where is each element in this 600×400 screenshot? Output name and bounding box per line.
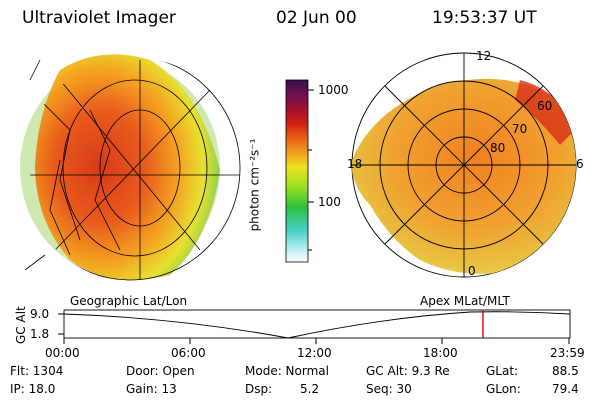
glat-label: GLat:	[486, 364, 519, 378]
date-label: 02 Jun 00	[276, 8, 357, 28]
colorbar	[285, 79, 314, 263]
gain-status: Gain: 13	[126, 382, 177, 396]
timeline-x-tick-2359: 23:59	[550, 346, 585, 360]
mlt-label-12: 12	[476, 49, 492, 63]
mlt-label-0: 0	[468, 264, 476, 278]
ip-status: IP: 18.0	[10, 382, 56, 396]
timeline-y-tick-9: 9.0	[30, 307, 50, 321]
mode-status: Mode: Normal	[245, 364, 329, 378]
timeline-x-tick-1800: 18:00	[423, 346, 458, 360]
lat-label-60: 60	[537, 99, 553, 113]
door-status: Door: Open	[126, 364, 195, 378]
glon-label: GLon:	[486, 382, 521, 396]
apex-caption: Apex MLat/MLT	[420, 294, 510, 308]
lat-label-80: 80	[490, 141, 506, 155]
timeline-x-tick-1200: 12:00	[297, 346, 332, 360]
timeline-x-tick-0000: 00:00	[45, 346, 80, 360]
colorbar-unit-label: photon cm⁻²s⁻¹	[247, 138, 262, 232]
timeline-x-tick-0600: 06:00	[171, 346, 206, 360]
geographic-image	[20, 54, 241, 281]
flt-status: Flt: 1304	[10, 364, 64, 378]
colorbar-tick-100: 100	[318, 195, 341, 209]
mlt-label-6: 6	[576, 157, 584, 171]
glat-value: 88.5	[552, 364, 579, 378]
colorbar-tick-1000: 1000	[318, 83, 349, 97]
geographic-caption: Geographic Lat/Lon	[70, 294, 188, 308]
instrument-title: Ultraviolet Imager	[22, 8, 176, 28]
gcalt-status: GC Alt: 9.3 Re	[366, 364, 450, 378]
mlt-label-18: 18	[347, 157, 363, 171]
polar-image	[351, 52, 577, 278]
time-label: 19:53:37 UT	[432, 8, 537, 28]
lat-label-70: 70	[512, 122, 528, 136]
altitude-timeline	[58, 309, 571, 344]
timeline-y-title: GC Alt	[14, 306, 28, 344]
seq-status: Seq: 30	[366, 382, 412, 396]
glon-value: 79.4	[552, 382, 579, 396]
dsp-label: Dsp:	[245, 382, 273, 396]
dsp-value: 5.2	[300, 382, 320, 396]
timeline-y-tick-1.8: 1.8	[30, 327, 50, 341]
